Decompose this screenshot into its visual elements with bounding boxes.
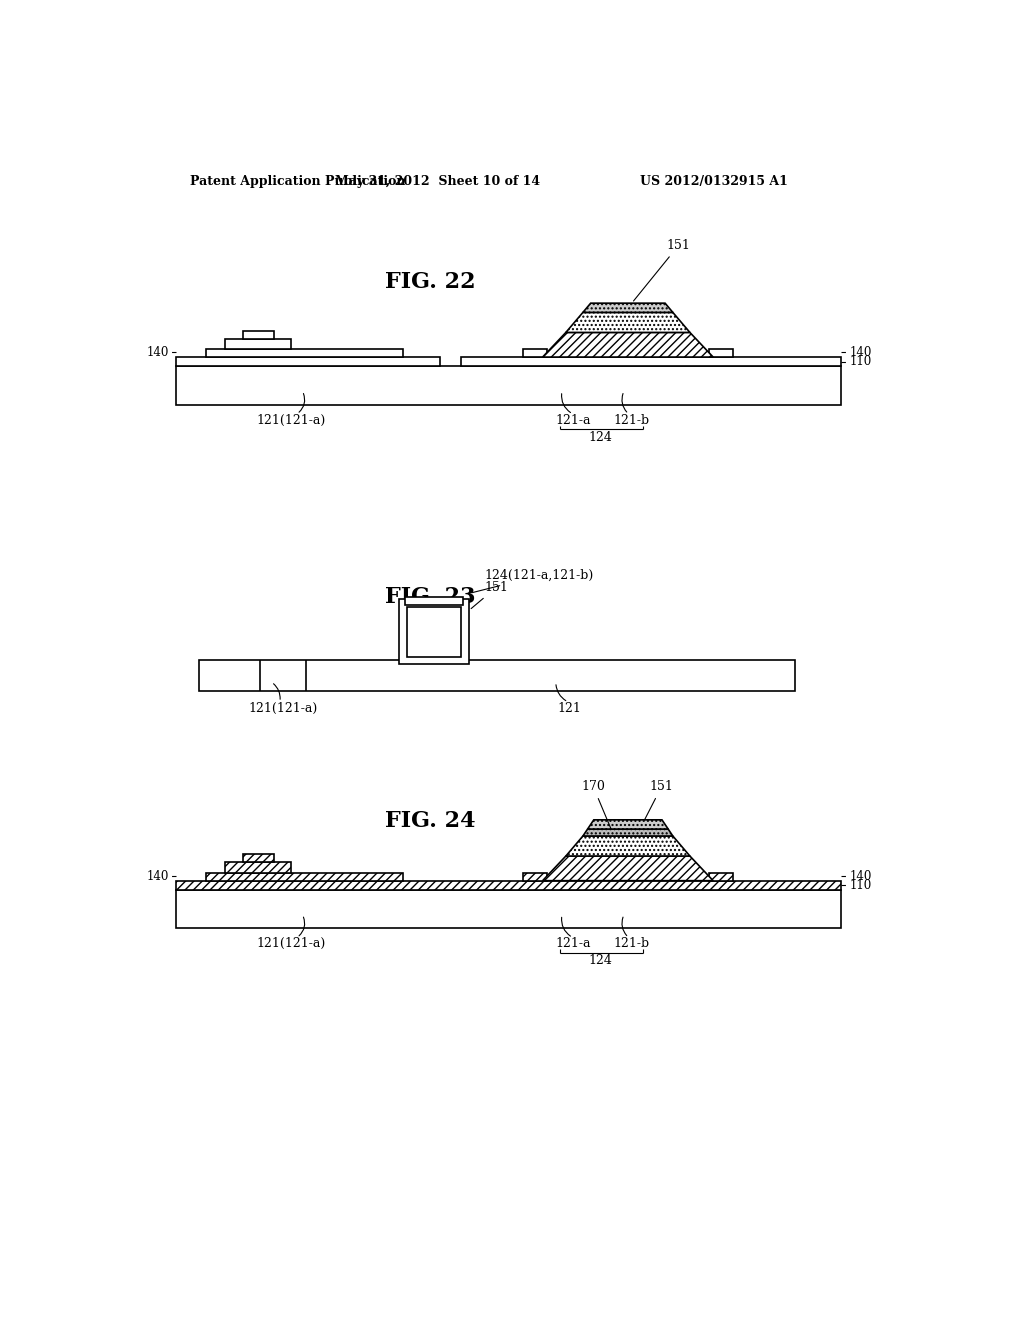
Bar — [206, 873, 403, 880]
Bar — [176, 367, 841, 405]
Bar — [243, 331, 273, 339]
Bar — [523, 350, 547, 358]
Text: 121: 121 — [558, 702, 582, 714]
Bar — [225, 339, 291, 350]
Text: 140: 140 — [850, 346, 871, 359]
Bar — [461, 358, 841, 367]
Text: FIG. 24: FIG. 24 — [385, 809, 475, 832]
Text: 110: 110 — [850, 879, 871, 892]
Bar — [399, 599, 469, 664]
Bar — [710, 350, 732, 358]
Polygon shape — [543, 333, 713, 358]
Bar — [206, 350, 403, 358]
Text: 121-b: 121-b — [613, 937, 650, 950]
Text: 121(121-a): 121(121-a) — [256, 413, 326, 426]
Bar — [406, 597, 463, 605]
Polygon shape — [588, 820, 669, 829]
Text: May 31, 2012  Sheet 10 of 14: May 31, 2012 Sheet 10 of 14 — [336, 176, 541, 187]
Bar — [176, 880, 841, 890]
Text: FIG. 23: FIG. 23 — [385, 586, 475, 609]
Text: 124: 124 — [589, 954, 612, 968]
Text: 140: 140 — [146, 346, 169, 359]
Text: 121(121-a): 121(121-a) — [249, 702, 317, 714]
Bar — [523, 873, 547, 880]
Text: 121(121-a): 121(121-a) — [256, 937, 326, 950]
Text: 151: 151 — [634, 239, 690, 301]
Bar — [243, 854, 273, 862]
Bar — [200, 660, 795, 692]
Polygon shape — [566, 313, 690, 333]
Text: 151: 151 — [645, 780, 674, 820]
Text: 124: 124 — [589, 430, 612, 444]
Text: 121-a: 121-a — [556, 937, 592, 950]
Text: 110: 110 — [850, 355, 871, 368]
Bar — [176, 358, 439, 367]
Bar — [407, 607, 461, 657]
Text: 140: 140 — [850, 870, 871, 883]
Text: 170: 170 — [582, 780, 611, 829]
Text: 140: 140 — [146, 870, 169, 883]
Bar — [710, 873, 732, 880]
Polygon shape — [583, 304, 673, 313]
Text: US 2012/0132915 A1: US 2012/0132915 A1 — [640, 176, 787, 187]
Text: FIG. 22: FIG. 22 — [385, 271, 475, 293]
Polygon shape — [566, 836, 690, 857]
Text: Patent Application Publication: Patent Application Publication — [190, 176, 406, 187]
Polygon shape — [543, 857, 713, 880]
Text: 121-a: 121-a — [556, 413, 592, 426]
Polygon shape — [583, 829, 673, 836]
Text: 121-b: 121-b — [613, 413, 650, 426]
Text: 124(121-a,121-b): 124(121-a,121-b) — [472, 569, 594, 593]
Bar — [225, 862, 291, 873]
Bar — [176, 890, 841, 928]
Text: 151: 151 — [471, 581, 508, 609]
